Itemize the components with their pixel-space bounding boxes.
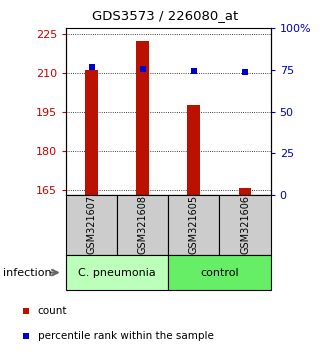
Text: percentile rank within the sample: percentile rank within the sample: [38, 331, 214, 341]
Text: control: control: [200, 268, 239, 278]
Text: count: count: [38, 306, 67, 316]
Text: GSM321608: GSM321608: [138, 195, 148, 254]
Bar: [219, 195, 271, 255]
Bar: [168, 255, 271, 290]
Text: GSM321606: GSM321606: [240, 195, 250, 254]
Text: infection: infection: [3, 268, 52, 278]
Bar: [136, 41, 149, 195]
Bar: [66, 255, 168, 290]
Bar: [85, 70, 98, 195]
Bar: [66, 195, 117, 255]
Text: C. pneumonia: C. pneumonia: [78, 268, 156, 278]
Bar: [168, 195, 219, 255]
Text: GSM321607: GSM321607: [86, 195, 97, 255]
Bar: [117, 195, 168, 255]
Text: GDS3573 / 226080_at: GDS3573 / 226080_at: [92, 9, 238, 22]
Bar: [239, 188, 251, 195]
Text: GSM321605: GSM321605: [189, 195, 199, 255]
Bar: [187, 105, 200, 195]
